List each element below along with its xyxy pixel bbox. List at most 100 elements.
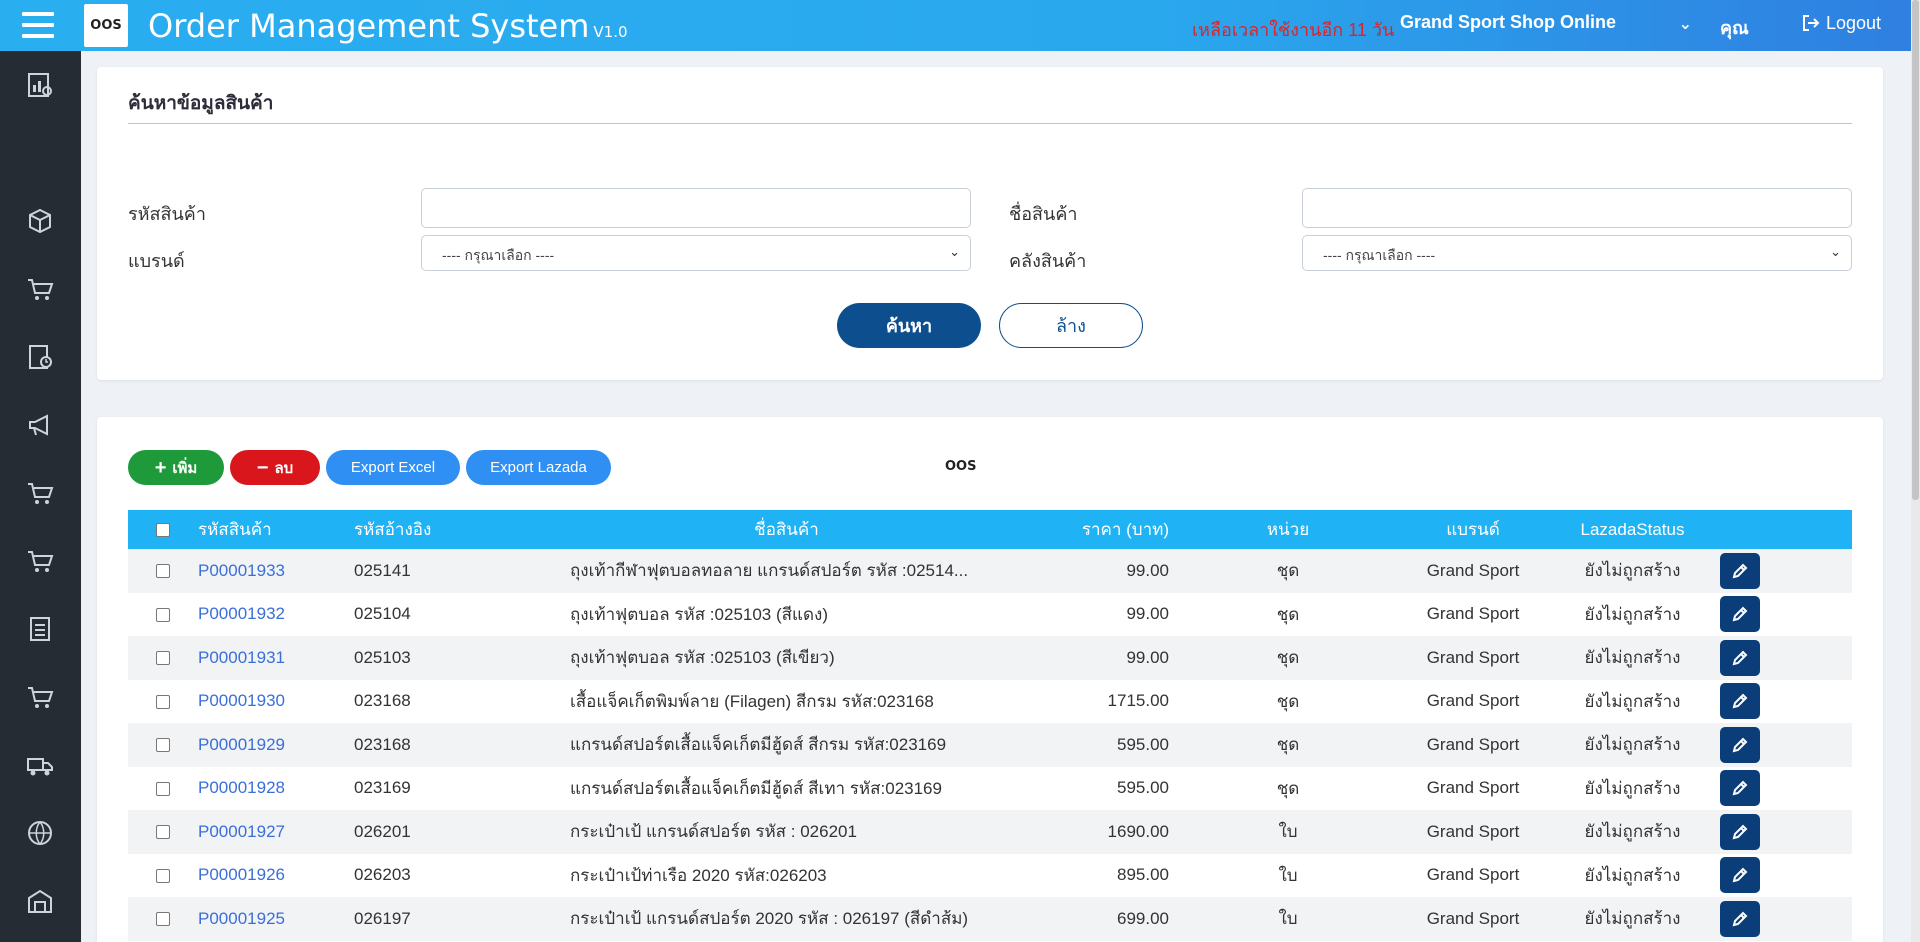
reference-code-cell: 023168 (354, 734, 411, 754)
unit-cell: ชุด (1276, 735, 1300, 755)
add-button[interactable]: + เพิ่ม (128, 450, 224, 485)
megaphone-icon[interactable] (26, 411, 54, 439)
edit-button[interactable] (1720, 726, 1760, 763)
price-cell: 895.00 (1117, 865, 1169, 885)
product-table: รหัสสินค้า รหัสอ้างอิง ชื่อสินค้า ราคา (… (128, 510, 1852, 941)
edit-button[interactable] (1720, 770, 1760, 807)
row-checkbox[interactable] (156, 564, 170, 579)
cart-icon[interactable] (26, 479, 54, 507)
export-excel-button[interactable]: Export Excel (326, 450, 460, 485)
edit-button[interactable] (1720, 857, 1760, 894)
unit-cell: ชุด (1276, 778, 1300, 798)
search-panel-title: ค้นหาข้อมูลสินค้า (128, 93, 274, 114)
reference-code-cell: 023168 (354, 691, 411, 711)
clear-button[interactable]: ล้าง (999, 303, 1143, 348)
product-code-link[interactable]: P00001926 (198, 865, 285, 885)
header-reference-code[interactable]: รหัสอ้างอิง (354, 520, 432, 539)
product-code-link[interactable]: P00001930 (198, 691, 285, 711)
brand-cell: Grand Sport (1426, 691, 1520, 711)
actions-cell (1702, 636, 1852, 680)
header-product-code[interactable]: รหัสสินค้า (198, 520, 272, 539)
edit-button[interactable] (1720, 639, 1760, 676)
table-row: P00001931 025103 ถุงเท้าฟุตบอล รหัส :02510… (128, 636, 1852, 680)
product-code-link[interactable]: P00001925 (198, 908, 285, 928)
lazada-status-cell: ยังไม่ถูกสร้าง (1584, 604, 1681, 624)
export-lazada-button[interactable]: Export Lazada (466, 450, 611, 485)
app-title-text: Order Management System (148, 7, 590, 45)
row-checkbox[interactable] (156, 607, 170, 622)
page-scrollbar[interactable] (1911, 0, 1920, 942)
pencil-icon (1732, 606, 1748, 622)
header-brand[interactable]: แบรนด์ (1446, 520, 1500, 539)
warehouse-select[interactable]: ---- กรุณาเลือก ---- ⌄ (1302, 235, 1852, 271)
brand-label: แบรนด์ (128, 251, 185, 271)
header-product-name[interactable]: ชื่อสินค้า (754, 520, 819, 539)
logout-label: Logout (1826, 13, 1882, 33)
reference-code-cell: 026197 (354, 908, 411, 928)
cart-icon[interactable] (26, 275, 54, 303)
warehouse-icon[interactable] (26, 887, 54, 915)
shop-selector[interactable]: Grand Sport Shop Online ⌄ (1400, 12, 1692, 40)
report-icon[interactable] (26, 343, 54, 371)
unit-cell: ใบ (1278, 865, 1298, 885)
edit-button[interactable] (1720, 900, 1760, 937)
actions-cell (1702, 593, 1852, 637)
product-code-link[interactable]: P00001932 (198, 604, 285, 624)
table-row: P00001930 023168 เสื้อแจ็คเก็ตพิมพ์ลาย (Fi… (128, 679, 1852, 724)
row-select-cell (128, 680, 198, 724)
row-checkbox[interactable] (156, 781, 170, 796)
user-label[interactable]: คุณ (1720, 18, 1749, 38)
truck-icon[interactable] (26, 751, 54, 779)
header-lazada-status[interactable]: LazadaStatus (1580, 519, 1685, 539)
product-name-input[interactable] (1302, 188, 1852, 228)
product-code-link[interactable]: P00001931 (198, 647, 285, 667)
row-checkbox[interactable] (156, 738, 170, 753)
product-code-label: รหัสสินค้า (128, 204, 206, 224)
price-cell: 99.00 (1126, 560, 1169, 580)
product-code-cell: P00001929 (198, 723, 354, 767)
price-cell: 699.00 (1117, 908, 1169, 928)
logout-icon (1803, 15, 1820, 31)
header-unit[interactable]: หน่วย (1266, 520, 1310, 539)
delete-button[interactable]: − ลบ (230, 450, 320, 485)
scrollbar-thumb[interactable] (1912, 0, 1919, 500)
select-all-checkbox[interactable] (156, 523, 170, 538)
row-checkbox[interactable] (156, 912, 170, 927)
edit-button[interactable] (1720, 552, 1760, 589)
edit-button[interactable] (1720, 596, 1760, 633)
brand-cell: Grand Sport (1426, 821, 1520, 841)
header-price[interactable]: ราคา (บาท) (1081, 520, 1169, 539)
pencil-icon (1732, 780, 1748, 796)
product-code-link[interactable]: P00001933 (198, 560, 285, 580)
logout-button[interactable]: Logout (1802, 13, 1881, 34)
brand-select-value: ---- กรุณาเลือก ---- (442, 247, 555, 263)
row-select-cell (128, 636, 198, 680)
product-code-link[interactable]: P00001928 (198, 778, 285, 798)
globe-icon[interactable] (26, 819, 54, 847)
price-cell: 1690.00 (1107, 821, 1169, 841)
edit-button[interactable] (1720, 683, 1760, 720)
search-button[interactable]: ค้นหา (837, 303, 981, 348)
row-checkbox[interactable] (156, 868, 170, 883)
hamburger-menu-icon[interactable] (22, 12, 54, 38)
box-icon[interactable] (26, 207, 54, 235)
product-name-cell: เสื้อแจ็คเก็ตพิมพ์ลาย (Filagen) สีกรม รห… (570, 691, 934, 711)
product-code-link[interactable]: P00001929 (198, 734, 285, 754)
product-list-panel: + เพิ่ม − ลบ Export Excel Export Lazada OO… (97, 417, 1883, 942)
product-code-input[interactable] (421, 188, 971, 228)
product-code-link[interactable]: P00001927 (198, 821, 285, 841)
brand-select[interactable]: ---- กรุณาเลือก ---- ⌄ (421, 235, 971, 271)
reference-code-cell: 025141 (354, 560, 411, 580)
search-panel: ค้นหาข้อมูลสินค้า รหัสสินค้า ชื่อสินค้า … (97, 67, 1883, 380)
checklist-icon[interactable] (26, 615, 54, 643)
edit-button[interactable] (1720, 813, 1760, 850)
cart-icon[interactable] (26, 683, 54, 711)
row-checkbox[interactable] (156, 825, 170, 840)
row-checkbox[interactable] (156, 694, 170, 709)
row-checkbox[interactable] (156, 651, 170, 666)
cart-icon[interactable] (26, 547, 54, 575)
plus-icon: + (154, 456, 167, 479)
row-select-cell (128, 767, 198, 811)
dashboard-icon[interactable] (26, 71, 54, 99)
chevron-down-icon: ⌄ (949, 244, 960, 259)
